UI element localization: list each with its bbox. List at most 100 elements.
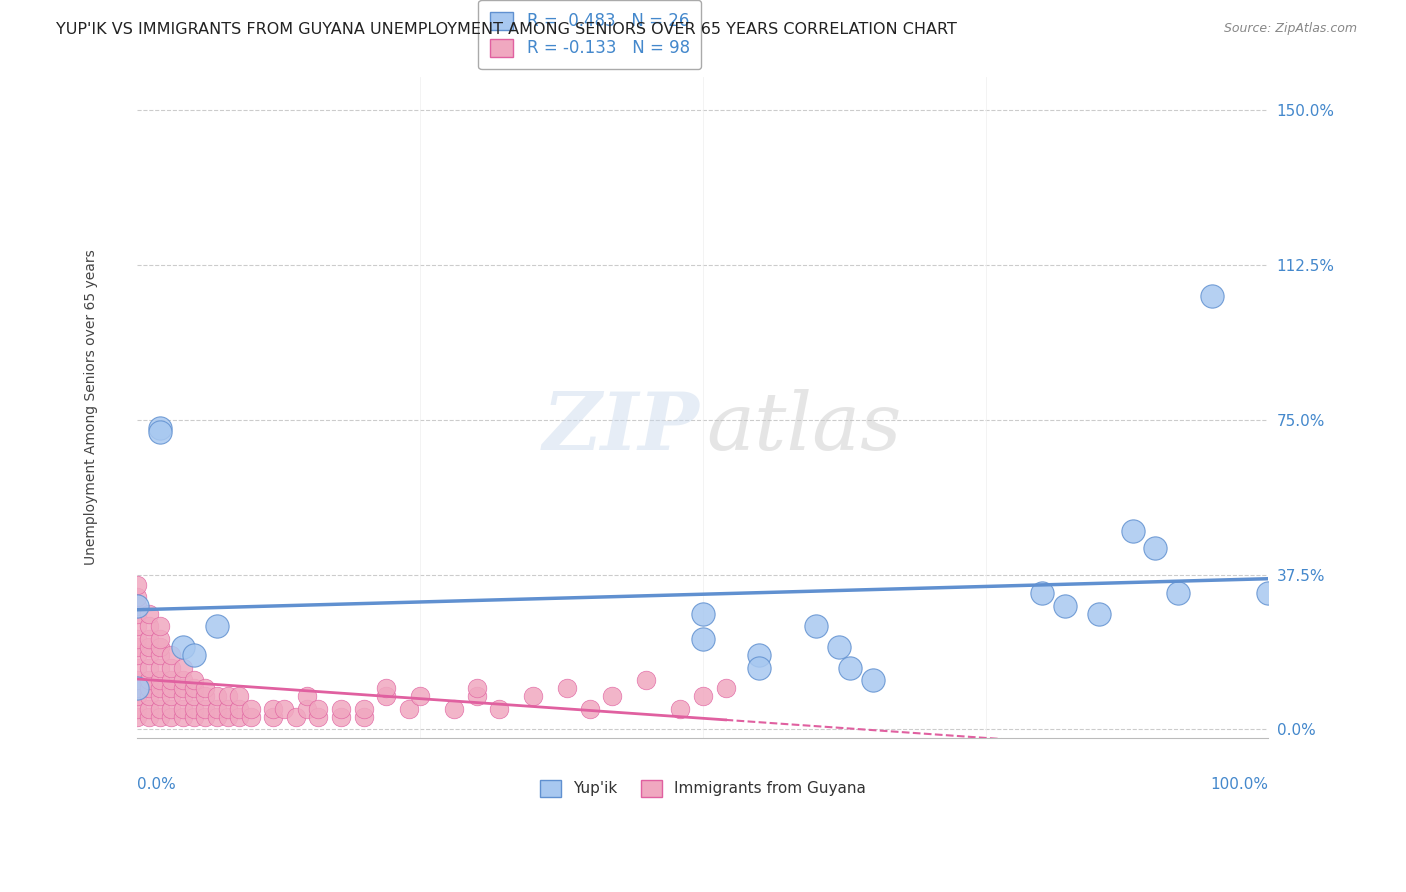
Point <box>353 702 375 716</box>
Point <box>839 660 862 674</box>
Point <box>465 690 488 704</box>
Point <box>1257 586 1279 600</box>
Point <box>602 690 624 704</box>
Point <box>217 690 239 704</box>
Point <box>827 640 849 654</box>
Point <box>149 632 172 646</box>
Point <box>669 702 692 716</box>
Point <box>228 690 250 704</box>
Point <box>149 640 172 654</box>
Point <box>149 425 172 440</box>
Point <box>172 640 194 654</box>
Point <box>353 710 375 724</box>
Point <box>127 640 149 654</box>
Point <box>273 702 295 716</box>
Point <box>127 599 149 613</box>
Point <box>172 681 194 696</box>
Point <box>1031 586 1053 600</box>
Point <box>522 690 544 704</box>
Text: 100.0%: 100.0% <box>1211 777 1268 792</box>
Point <box>138 702 160 716</box>
Point <box>183 710 205 724</box>
Point <box>194 702 217 716</box>
Point <box>149 660 172 674</box>
Point <box>1122 524 1144 539</box>
Point <box>138 640 160 654</box>
Point <box>160 660 183 674</box>
Point <box>127 619 149 633</box>
Point <box>239 710 262 724</box>
Point <box>205 619 228 633</box>
Point <box>172 710 194 724</box>
Point <box>149 619 172 633</box>
Point <box>127 681 149 696</box>
Point <box>194 681 217 696</box>
Point <box>172 673 194 687</box>
Point <box>183 702 205 716</box>
Point <box>205 702 228 716</box>
Point <box>488 702 510 716</box>
Point <box>160 673 183 687</box>
Point <box>295 702 318 716</box>
Text: 0.0%: 0.0% <box>138 777 176 792</box>
Point <box>127 660 149 674</box>
Point <box>149 690 172 704</box>
Point <box>330 702 353 716</box>
Point <box>748 660 770 674</box>
Point <box>579 702 602 716</box>
Point <box>127 599 149 613</box>
Point <box>1201 289 1223 303</box>
Point <box>138 648 160 663</box>
Point <box>138 690 160 704</box>
Point <box>138 673 160 687</box>
Text: ZIP: ZIP <box>543 389 700 467</box>
Point <box>149 681 172 696</box>
Point <box>443 702 465 716</box>
Point <box>307 710 329 724</box>
Point <box>1053 599 1076 613</box>
Point <box>228 710 250 724</box>
Text: Source: ZipAtlas.com: Source: ZipAtlas.com <box>1223 22 1357 36</box>
Point <box>295 690 318 704</box>
Point <box>804 619 827 633</box>
Point <box>307 702 329 716</box>
Text: YUP'IK VS IMMIGRANTS FROM GUYANA UNEMPLOYMENT AMONG SENIORS OVER 65 YEARS CORREL: YUP'IK VS IMMIGRANTS FROM GUYANA UNEMPLO… <box>56 22 957 37</box>
Point <box>127 632 149 646</box>
Point <box>217 702 239 716</box>
Point <box>194 690 217 704</box>
Point <box>183 673 205 687</box>
Point <box>160 681 183 696</box>
Point <box>262 702 284 716</box>
Point <box>239 702 262 716</box>
Point <box>205 710 228 724</box>
Point <box>205 690 228 704</box>
Point <box>1087 607 1109 621</box>
Point <box>636 673 658 687</box>
Point <box>138 619 160 633</box>
Point <box>409 690 432 704</box>
Point <box>862 673 884 687</box>
Point <box>1144 541 1167 555</box>
Point <box>138 710 160 724</box>
Point <box>138 681 160 696</box>
Point <box>138 660 160 674</box>
Point <box>465 681 488 696</box>
Point <box>138 632 160 646</box>
Point <box>183 681 205 696</box>
Point <box>127 673 149 687</box>
Point <box>127 607 149 621</box>
Point <box>149 673 172 687</box>
Point <box>160 690 183 704</box>
Point <box>375 690 398 704</box>
Point <box>160 702 183 716</box>
Point <box>149 702 172 716</box>
Legend: Yup'ik, Immigrants from Guyana: Yup'ik, Immigrants from Guyana <box>534 774 872 803</box>
Point <box>138 607 160 621</box>
Text: Unemployment Among Seniors over 65 years: Unemployment Among Seniors over 65 years <box>84 250 98 566</box>
Point <box>127 702 149 716</box>
Point <box>555 681 578 696</box>
Point <box>714 681 737 696</box>
Point <box>127 591 149 605</box>
Text: atlas: atlas <box>706 389 901 467</box>
Point <box>398 702 420 716</box>
